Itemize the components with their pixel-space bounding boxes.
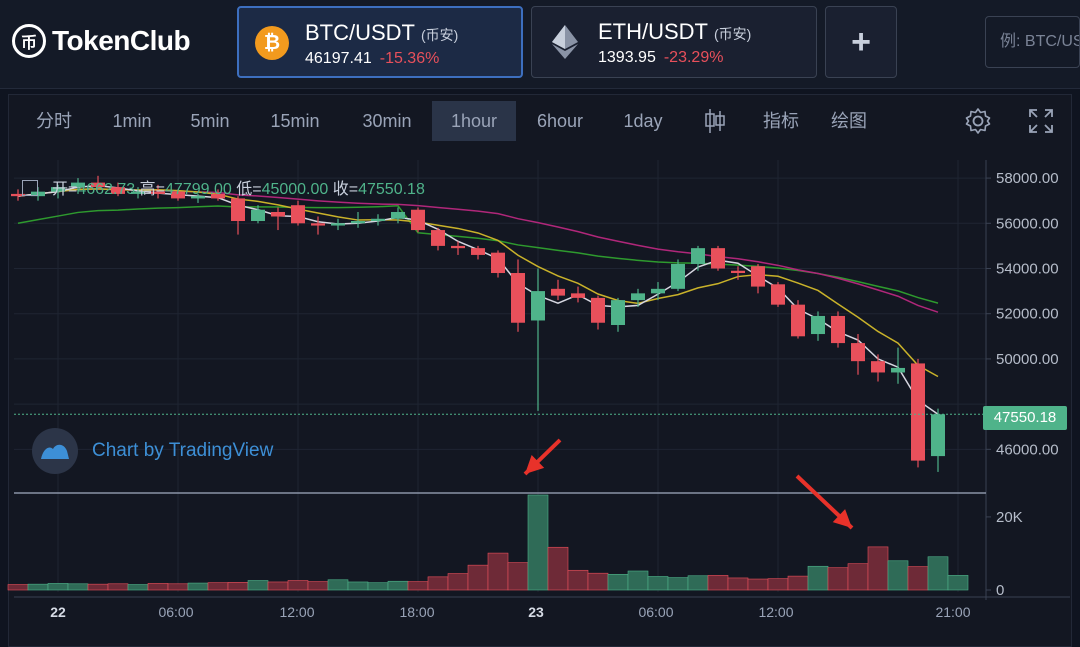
expand-legend-icon[interactable] (22, 180, 38, 196)
pair-symbol: BTC/USDT (币安) (305, 20, 459, 45)
fullscreen-icon[interactable] (1027, 107, 1055, 135)
pair-symbol: ETH/USDT (币安) (598, 19, 752, 44)
top-bar: 币 TokenClub ₿ BTC/USDT (币安) 46197.41 -15.3… (0, 0, 1080, 89)
current-price-label: 47550.18 (983, 406, 1067, 430)
pair-tab-btc-usdt[interactable]: ₿ BTC/USDT (币安) 46197.41 -15.36% (237, 6, 523, 78)
pair-change: -15.36% (379, 50, 440, 67)
chart-toolbar: 分时 1min 5min 15min 30min 1hour 6hour 1da… (9, 95, 1071, 151)
pair-change: -23.29% (663, 49, 724, 66)
indicators-button[interactable]: 指标 (763, 111, 799, 131)
bitcoin-icon: ₿ (255, 26, 289, 60)
pair-exchange: (币安) (421, 27, 459, 43)
candlestick-type-icon[interactable] (701, 107, 729, 135)
pair-tab-eth-usdt[interactable]: ETH/USDT (币安) 1393.95 -23.29% (531, 6, 817, 78)
tradingview-watermark[interactable]: Chart by TradingView (32, 428, 273, 474)
settings-gear-icon[interactable] (964, 107, 992, 135)
pair-exchange: (币安) (714, 26, 752, 42)
interval-30min[interactable]: 30min (362, 111, 412, 131)
interval-5min[interactable]: 5min (190, 111, 230, 131)
add-pair-button[interactable]: + (825, 6, 897, 78)
pair-price: 46197.41 -15.36% (305, 50, 440, 67)
pair-price: 1393.95 -23.29% (598, 49, 724, 66)
search-input[interactable]: 例: BTC/USDT (985, 16, 1080, 68)
tokenclub-logo-icon: 币 (12, 24, 46, 58)
ohlc-legend: 开=4662.73 高=47799.00 低=45000.00 收=47550.… (22, 175, 425, 199)
interval-1min[interactable]: 1min (112, 111, 152, 131)
interval-15min[interactable]: 15min (270, 111, 320, 131)
logo[interactable]: 币 TokenClub (12, 24, 191, 58)
interval-1hour[interactable]: 1hour (432, 101, 516, 141)
brand-name: TokenClub (52, 25, 191, 56)
tradingview-logo-icon (32, 428, 78, 474)
ethereum-icon (548, 25, 582, 59)
watermark-text: Chart by TradingView (92, 440, 274, 461)
interval-1day[interactable]: 1day (623, 111, 663, 131)
draw-button[interactable]: 绘图 (831, 111, 867, 131)
interval-fenshi[interactable]: 分时 (36, 111, 72, 131)
interval-6hour[interactable]: 6hour (536, 111, 584, 131)
